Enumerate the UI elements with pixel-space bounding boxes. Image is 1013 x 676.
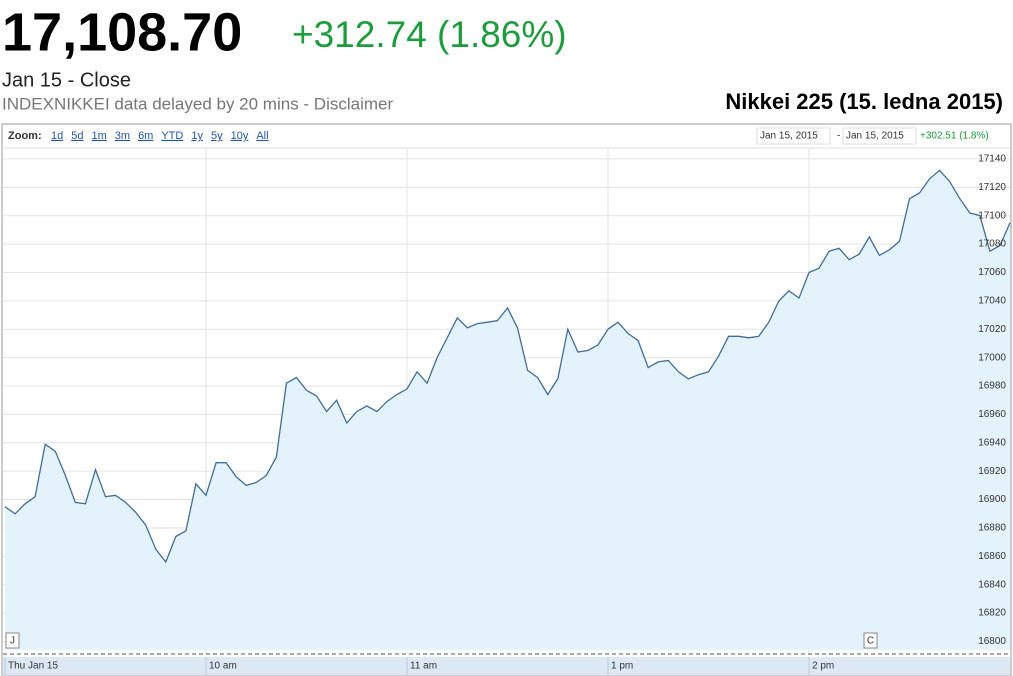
zoom-option[interactable]: All — [256, 130, 268, 142]
event-markers: J C — [5, 632, 878, 649]
x-tick-label: Thu Jan 15 — [8, 661, 58, 672]
source-note: INDEXNIKKEI data delayed by 20 mins - Di… — [2, 94, 393, 113]
zoom-option[interactable]: 5d — [71, 130, 83, 142]
close-label: Jan 15 - Close — [2, 69, 131, 91]
range-start: Jan 15, 2015 — [760, 131, 818, 142]
y-tick-label: 17140 — [978, 154, 1006, 165]
zoom-option[interactable]: 3m — [115, 130, 130, 142]
zoom-option[interactable]: 5y — [211, 130, 223, 142]
y-tick-label: 16820 — [978, 608, 1006, 619]
zoom-option[interactable]: 1y — [191, 130, 203, 142]
x-tick-label: 1 pm — [611, 661, 633, 672]
y-tick-label: 17060 — [978, 267, 1006, 278]
zoom-option[interactable]: 1m — [92, 130, 107, 142]
price: 17,108.70 — [2, 2, 242, 62]
zoom-option[interactable]: YTD — [161, 130, 183, 142]
range-box: Jan 15, 2015 - Jan 15, 2015 +302.51 (1.8… — [756, 127, 989, 145]
y-tick-label: 16880 — [978, 523, 1006, 534]
x-axis-band — [3, 657, 1010, 675]
zoom-option[interactable]: 1d — [51, 130, 63, 142]
y-tick-label: 16840 — [978, 579, 1006, 590]
marker-label[interactable]: C — [867, 636, 874, 647]
price-change: +312.74 (1.86%) — [292, 14, 567, 55]
x-tick-label: 10 am — [209, 661, 237, 672]
range-end: Jan 15, 2015 — [846, 131, 904, 142]
zoom-label: Zoom: — [8, 130, 42, 142]
y-tick-label: 16900 — [978, 494, 1006, 505]
price-line — [4, 169, 1011, 564]
y-tick-label: 17020 — [978, 324, 1006, 335]
y-tick-label: 16980 — [978, 381, 1006, 392]
y-tick-label: 16920 — [978, 466, 1006, 477]
range-start-box — [756, 127, 831, 145]
y-tick-label: 16940 — [978, 437, 1006, 448]
y-tick-label: 16800 — [978, 636, 1006, 647]
y-tick-label: 17080 — [978, 239, 1006, 250]
range-end-box — [842, 127, 917, 145]
zoom-options: 1d 5d 1m 3m 6m YTD 1y 5y 10y All — [51, 130, 269, 142]
zoom-option[interactable]: 10y — [231, 130, 249, 142]
y-tick-label: 17040 — [978, 296, 1006, 307]
area-fill — [5, 170, 1010, 651]
x-tick-label: 2 pm — [812, 661, 834, 672]
plot: 16800 16820 16840 16860 16880 16900 16920 16940… — [3, 149, 1011, 654]
marker-box[interactable] — [5, 632, 20, 649]
chart-title: Nikkei 225 (15. ledna 2015) — [725, 89, 1003, 114]
x-axis: Thu Jan 15 10 am 11 am 1 pm 2 pm — [4, 657, 834, 675]
range-separator: - — [837, 131, 840, 142]
x-tick-label: 11 am — [410, 661, 437, 672]
marker-label[interactable]: J — [10, 636, 15, 647]
y-tick-label: 17120 — [978, 182, 1006, 193]
range-change: +302.51 (1.8%) — [920, 131, 989, 142]
y-tick-label: 17000 — [978, 352, 1006, 363]
marker-box[interactable] — [863, 632, 878, 649]
y-tick-label: 16960 — [978, 409, 1006, 420]
zoom-option[interactable]: 6m — [138, 130, 153, 142]
y-tick-label: 16860 — [978, 551, 1006, 562]
y-tick-label: 17100 — [978, 210, 1006, 221]
